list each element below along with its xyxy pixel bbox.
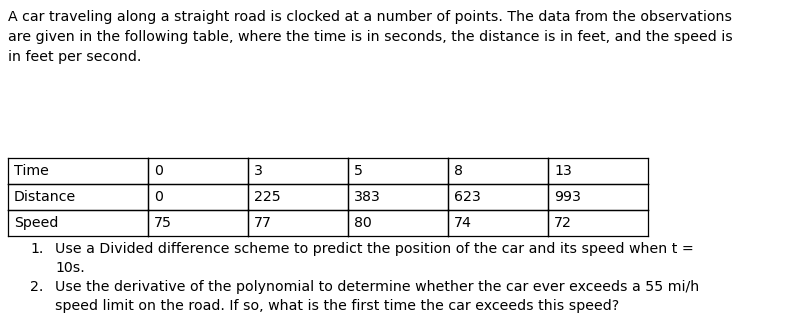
Text: 13: 13: [554, 164, 572, 178]
Text: Distance: Distance: [14, 190, 76, 204]
Text: 0: 0: [154, 190, 163, 204]
Text: Speed: Speed: [14, 216, 58, 230]
Text: 2.: 2.: [30, 280, 44, 294]
Text: 383: 383: [354, 190, 381, 204]
Text: 225: 225: [254, 190, 281, 204]
Text: speed limit on the road. If so, what is the first time the car exceeds this spee: speed limit on the road. If so, what is …: [55, 299, 619, 313]
Text: 993: 993: [554, 190, 581, 204]
Text: 75: 75: [154, 216, 172, 230]
Text: 623: 623: [454, 190, 481, 204]
Text: 5: 5: [354, 164, 363, 178]
Text: 3: 3: [254, 164, 263, 178]
Text: 72: 72: [554, 216, 572, 230]
Text: are given in the following table, where the time is in seconds, the distance is : are given in the following table, where …: [8, 30, 733, 44]
Text: 10s.: 10s.: [55, 261, 85, 275]
Text: 74: 74: [454, 216, 472, 230]
Text: in feet per second.: in feet per second.: [8, 50, 142, 64]
Text: 1.: 1.: [30, 242, 44, 256]
Text: 0: 0: [154, 164, 163, 178]
Text: A car traveling along a straight road is clocked at a number of points. The data: A car traveling along a straight road is…: [8, 10, 732, 24]
Text: Time: Time: [14, 164, 48, 178]
Text: Use the derivative of the polynomial to determine whether the car ever exceeds a: Use the derivative of the polynomial to …: [55, 280, 700, 294]
Text: 8: 8: [454, 164, 463, 178]
Text: 77: 77: [254, 216, 272, 230]
Text: Use a Divided difference scheme to predict the position of the car and its speed: Use a Divided difference scheme to predi…: [55, 242, 694, 256]
Text: 80: 80: [354, 216, 372, 230]
